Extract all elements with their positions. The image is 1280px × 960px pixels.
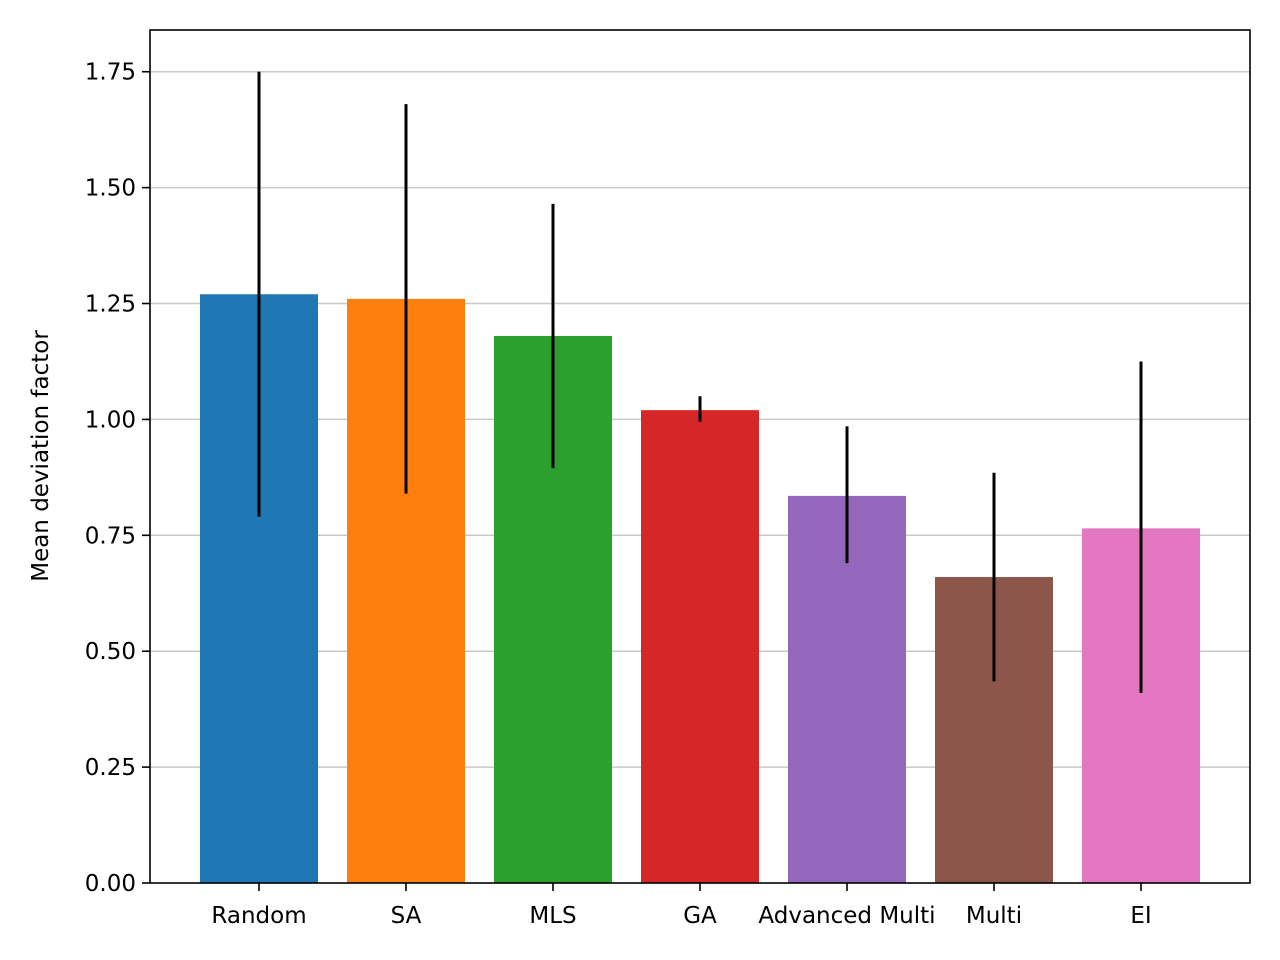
- x-tick-label: GA: [683, 903, 717, 929]
- x-tick-label: MLS: [529, 903, 576, 929]
- x-tick-label: EI: [1130, 903, 1151, 929]
- bar: [641, 410, 759, 883]
- y-tick-label: 0.25: [85, 755, 136, 781]
- error-bars-layer: [257, 71, 1143, 693]
- y-axis-label: Mean deviation factor: [28, 330, 54, 582]
- y-tick-label: 0.00: [85, 871, 136, 897]
- x-tick-label: Random: [211, 903, 306, 929]
- x-tick-label: SA: [391, 903, 422, 929]
- y-tick-label: 0.75: [85, 523, 136, 549]
- bars-layer: [200, 294, 1200, 883]
- y-tick-label: 1.25: [85, 292, 136, 318]
- y-tick-label: 1.75: [85, 60, 136, 86]
- x-tick-label: Advanced Multi: [758, 903, 935, 929]
- y-axis-ticks: 0.00 0.25 0.50 0.75 1.00 1.25 1.50 1.75: [85, 60, 150, 897]
- y-tick-label: 1.00: [85, 407, 136, 433]
- x-axis-ticks: Random SA MLS GA Advanced Multi Multi EI: [211, 883, 1152, 929]
- y-tick-label: 1.50: [85, 176, 136, 202]
- y-tick-label: 0.50: [85, 639, 136, 665]
- x-tick-label: Multi: [966, 903, 1022, 929]
